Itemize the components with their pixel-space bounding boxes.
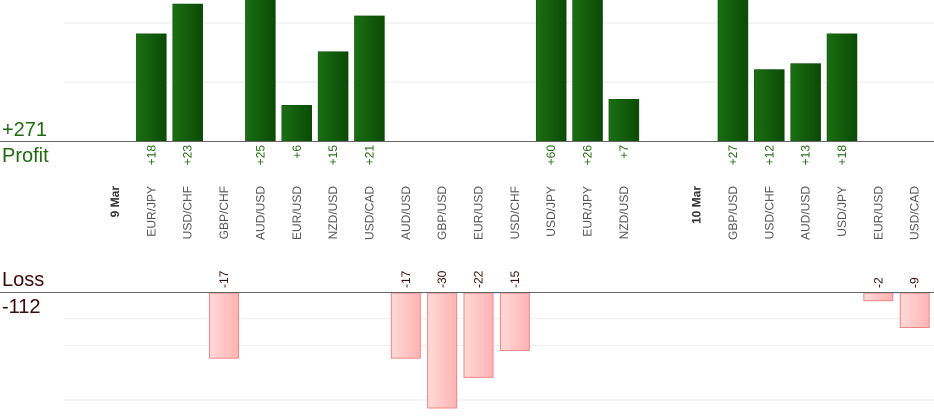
pair-label: USD/CHF	[181, 186, 195, 239]
profit-bar	[572, 0, 603, 142]
pair-label: GBP/CHF	[217, 186, 231, 239]
loss-bar	[390, 292, 421, 359]
date-label: 10 Mar	[690, 186, 704, 224]
pair-label: EUR/USD	[871, 186, 885, 240]
date-label: 9 Mar	[108, 186, 122, 218]
profit-label: Profit	[2, 145, 49, 167]
value-label: +13	[799, 145, 813, 166]
pair-label: AUD/USD	[799, 186, 813, 240]
profit-bar	[535, 0, 567, 142]
profit-bar	[354, 15, 385, 142]
value-label: -22	[472, 270, 486, 288]
value-label: -17	[217, 270, 231, 288]
profit-bar	[172, 3, 203, 142]
value-label: -15	[508, 270, 522, 288]
loss-total: -112	[2, 296, 41, 318]
loss-label: Loss	[2, 269, 45, 291]
profit-bar	[245, 0, 276, 142]
pair-label: GBP/USD	[726, 186, 740, 240]
value-label: -30	[435, 270, 449, 288]
pair-label: GBP/USD	[435, 186, 449, 240]
value-label: +26	[581, 145, 595, 166]
profit-bar	[608, 99, 640, 142]
pair-label: EUR/JPY	[144, 186, 158, 237]
pair-label: USD/JPY	[835, 186, 849, 237]
labels: 9 Mar EUR/JPY +18 USD/CHF +23 GBP/CHF -17 AUD/U…	[108, 145, 922, 288]
profit-bar	[717, 0, 749, 142]
profit-bar	[317, 51, 349, 142]
pair-label: EUR/JPY	[581, 186, 595, 237]
value-label: +7	[617, 145, 631, 159]
pair-label: EUR/USD	[290, 186, 304, 240]
pair-label: NZD/USD	[617, 186, 631, 240]
pair-label: NZD/USD	[326, 186, 340, 240]
axes	[0, 141, 934, 293]
value-label: -17	[399, 270, 413, 288]
gridlines	[64, 22, 934, 401]
value-label: +15	[326, 145, 340, 166]
loss-bar	[499, 292, 530, 351]
profit-total: +271	[2, 119, 48, 141]
value-label: +23	[181, 145, 195, 166]
loss-bar	[899, 292, 930, 328]
value-label: +60	[544, 145, 558, 166]
pair-label: USD/CAD	[362, 186, 376, 240]
value-label: -9	[908, 277, 922, 288]
loss-bar	[463, 292, 494, 378]
pair-label: USD/CHF	[762, 186, 776, 239]
profit-bar	[754, 69, 785, 142]
profit-bar	[826, 33, 858, 142]
value-label: +27	[726, 145, 740, 166]
value-label: +18	[835, 145, 849, 166]
value-label: +18	[144, 145, 158, 166]
loss-bar	[863, 292, 894, 302]
pair-label: USD/JPY	[544, 186, 558, 237]
value-label: -2	[871, 277, 885, 288]
profit-bar	[281, 105, 312, 142]
pair-label: AUD/USD	[253, 186, 267, 240]
value-label: +25	[253, 145, 267, 166]
pair-label: EUR/USD	[472, 186, 486, 240]
loss-bar	[427, 292, 458, 409]
profit-bar	[790, 63, 821, 142]
value-label: +6	[290, 145, 304, 159]
loss-bar	[209, 292, 240, 359]
value-label: +21	[362, 145, 376, 166]
pair-label: USD/CHF	[508, 186, 522, 239]
pair-label: AUD/USD	[399, 186, 413, 240]
value-label: +12	[762, 145, 776, 166]
pair-label: USD/CAD	[908, 186, 922, 240]
profit-bar	[136, 33, 167, 142]
